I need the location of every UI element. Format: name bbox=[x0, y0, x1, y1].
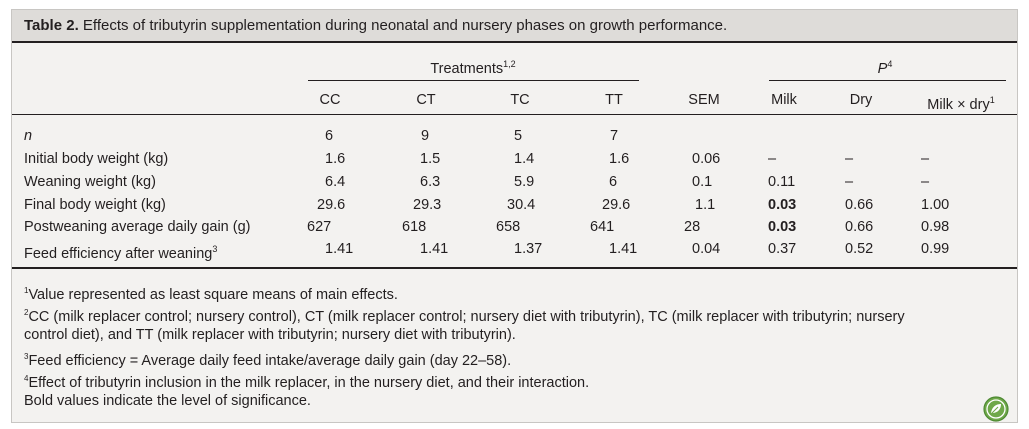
footnote: 2CC (milk replacer control; nursery cont… bbox=[24, 302, 905, 328]
treatments-sup: 1,2 bbox=[503, 59, 516, 69]
cell: 0.52 bbox=[845, 241, 874, 257]
cell: – bbox=[921, 151, 930, 167]
footnote: 4Effect of tributyrin inclusion in the m… bbox=[24, 368, 589, 394]
cell: 1.1 bbox=[695, 197, 716, 213]
row-label-n: n bbox=[24, 128, 33, 144]
cell: 0.1 bbox=[692, 174, 713, 190]
cell: 618 bbox=[402, 219, 427, 235]
caption-text: Effects of tributyrin supplementation du… bbox=[78, 17, 728, 34]
col-tt: TT bbox=[605, 92, 623, 108]
footnote-sup: 3 bbox=[24, 352, 29, 361]
row-label-feed-efficiency: Feed efficiency after weaning bbox=[24, 246, 213, 262]
cell: 1.37 bbox=[514, 241, 543, 257]
cell: – bbox=[768, 151, 777, 167]
cell: 29.6 bbox=[317, 197, 346, 213]
col-milk: Milk bbox=[771, 92, 797, 108]
cell: 28 bbox=[684, 219, 701, 235]
cell: – bbox=[845, 174, 854, 190]
row-label: Initial body weight (kg) bbox=[24, 151, 169, 167]
cell: 1.4 bbox=[514, 151, 535, 167]
cell: 6.4 bbox=[325, 174, 346, 190]
footnote-text: control diet), and TT (milk replacer wit… bbox=[24, 327, 516, 343]
cell: 5 bbox=[514, 128, 523, 144]
caption-label: Table 2. bbox=[24, 17, 79, 34]
cell: 6.3 bbox=[420, 174, 441, 190]
cell: 1.5 bbox=[420, 151, 441, 167]
cell: 30.4 bbox=[507, 197, 536, 213]
row-label: Postweaning average daily gain (g) bbox=[24, 219, 251, 235]
footnote: 1Value represented as least square means… bbox=[24, 280, 398, 306]
cell: 0.11 bbox=[768, 174, 796, 190]
cell: 0.06 bbox=[692, 151, 721, 167]
footnote: Bold values indicate the level of signif… bbox=[24, 390, 311, 412]
p-sup: 4 bbox=[887, 59, 893, 69]
footnote-sup: 1 bbox=[24, 286, 29, 295]
cell: 6 bbox=[325, 128, 334, 144]
cell: 1.6 bbox=[609, 151, 630, 167]
col-sem: SEM bbox=[688, 92, 720, 108]
cell: 627 bbox=[307, 219, 332, 235]
col-milk-dry-label: Milk × dry bbox=[927, 97, 990, 113]
p-label: P bbox=[877, 61, 888, 77]
p-rule bbox=[769, 80, 1006, 81]
treatments-label: Treatments bbox=[430, 61, 504, 77]
footnote: control diet), and TT (milk replacer wit… bbox=[24, 324, 516, 346]
treatments-rule bbox=[308, 80, 639, 81]
treatments-header: Treatments1,2 bbox=[430, 55, 515, 78]
cell: 29.3 bbox=[413, 197, 442, 213]
col-milk-dry: Milk × dry1 bbox=[927, 91, 994, 114]
cell: 1.00 bbox=[921, 197, 950, 213]
cell: – bbox=[921, 174, 930, 190]
row-label-sup: 3 bbox=[212, 244, 218, 254]
cell: 0.04 bbox=[692, 241, 721, 257]
col-tc: TC bbox=[510, 92, 530, 108]
cell: 5.9 bbox=[514, 174, 535, 190]
row-label: n bbox=[24, 127, 32, 145]
p-header: P4 bbox=[878, 55, 893, 78]
cell: – bbox=[845, 151, 854, 167]
cell: 1.41 bbox=[420, 241, 449, 257]
cell: 7 bbox=[610, 128, 619, 144]
row-label: Feed efficiency after weaning3 bbox=[24, 240, 217, 263]
col-dry: Dry bbox=[849, 92, 873, 108]
cell: 0.37 bbox=[768, 241, 797, 257]
cell: 0.66 bbox=[845, 219, 874, 235]
cell-significant: 0.03 bbox=[768, 197, 797, 213]
row-label: Final body weight (kg) bbox=[24, 197, 166, 213]
cell: 1.41 bbox=[609, 241, 638, 257]
footnote-text: Bold values indicate the level of signif… bbox=[24, 393, 311, 409]
cell: 0.66 bbox=[845, 197, 874, 213]
footnote-text: Effect of tributyrin inclusion in the mi… bbox=[28, 375, 590, 391]
table-caption: Table 2. Effects of tributyrin supplemen… bbox=[24, 17, 727, 34]
cell: 0.98 bbox=[921, 219, 950, 235]
footnote-text: Feed efficiency = Average daily feed int… bbox=[28, 353, 512, 369]
footnote: 3Feed efficiency = Average daily feed in… bbox=[24, 346, 511, 372]
caption-bar: Table 2. Effects of tributyrin supplemen… bbox=[12, 10, 1017, 43]
cell: 29.6 bbox=[602, 197, 631, 213]
cell: 9 bbox=[421, 128, 430, 144]
cell-significant: 0.03 bbox=[768, 219, 797, 235]
footnote-text: CC (milk replacer control; nursery contr… bbox=[28, 309, 905, 325]
cell: 641 bbox=[590, 219, 615, 235]
cell: 1.41 bbox=[325, 241, 354, 257]
leaf-badge-icon[interactable] bbox=[983, 396, 1009, 422]
col-cc: CC bbox=[319, 92, 341, 108]
bottom-rule bbox=[12, 267, 1017, 269]
table-frame: Table 2. Effects of tributyrin supplemen… bbox=[11, 9, 1018, 423]
col-milk-dry-sup: 1 bbox=[989, 95, 995, 105]
footnote-sup: 4 bbox=[24, 374, 29, 383]
cell: 658 bbox=[496, 219, 521, 235]
header-rule bbox=[12, 114, 1017, 115]
footnote-text: Value represented as least square means … bbox=[28, 287, 398, 303]
cell: 0.99 bbox=[921, 241, 950, 257]
col-ct: CT bbox=[416, 92, 436, 108]
cell: 1.6 bbox=[325, 151, 346, 167]
row-label: Weaning weight (kg) bbox=[24, 174, 156, 190]
cell: 6 bbox=[609, 174, 618, 190]
footnote-sup: 2 bbox=[24, 308, 29, 317]
